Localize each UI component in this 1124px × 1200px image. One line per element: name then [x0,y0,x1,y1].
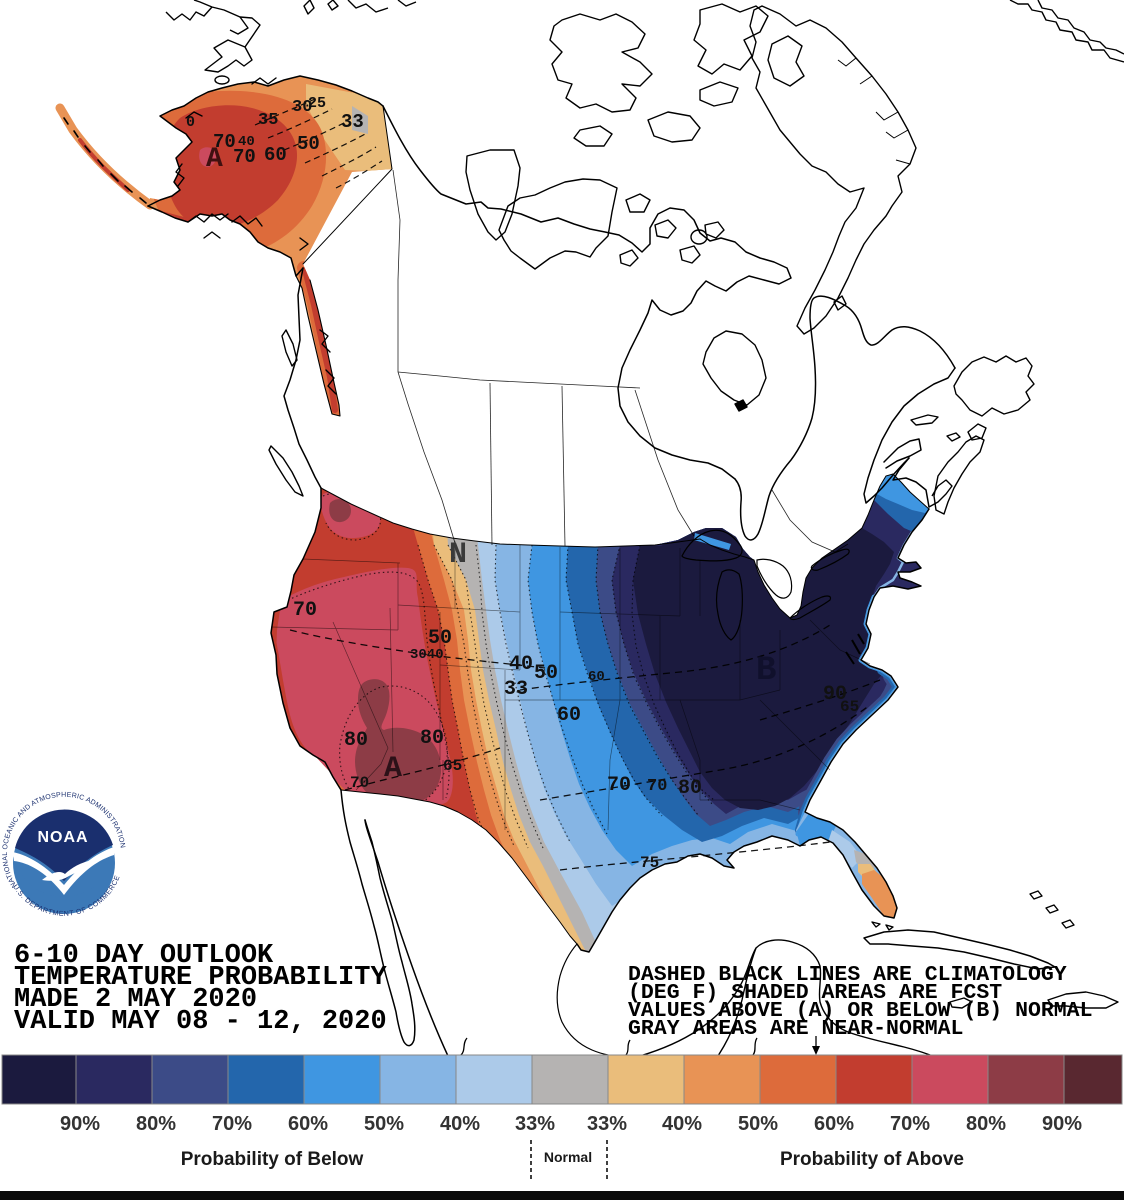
svg-text:A: A [206,144,223,175]
svg-text:A: A [384,752,402,786]
svg-text:VALID MAY 08 - 12, 2020: VALID MAY 08 - 12, 2020 [14,1007,387,1037]
svg-text:0: 0 [186,114,195,131]
svg-text:70%: 70% [212,1113,252,1135]
svg-text:50: 50 [428,627,452,650]
svg-text:60: 60 [557,704,581,727]
svg-text:65: 65 [443,757,462,775]
svg-text:90: 90 [823,683,847,706]
svg-text:90%: 90% [60,1113,100,1135]
svg-text:Probability of Above: Probability of Above [780,1149,964,1170]
svg-text:70: 70 [213,131,236,153]
svg-text:30: 30 [292,98,312,117]
svg-text:70: 70 [350,774,369,792]
svg-text:NOAA: NOAA [37,829,88,846]
svg-text:70: 70 [647,777,667,796]
svg-text:DASHED BLACK LINES ARE CLIMATO: DASHED BLACK LINES ARE CLIMATOLOGY [628,963,1067,987]
svg-text:N: N [449,538,467,572]
svg-text:33%: 33% [515,1113,555,1135]
svg-text:80: 80 [420,727,444,750]
svg-text:60: 60 [588,669,605,685]
svg-text:MADE 2 MAY 2020: MADE 2 MAY 2020 [14,985,257,1015]
svg-text:80%: 80% [966,1113,1006,1135]
svg-text:(DEG F) SHADED AREAS ARE FCST: (DEG F) SHADED AREAS ARE FCST [628,981,1002,1005]
svg-text:25: 25 [308,95,326,112]
svg-text:33: 33 [341,111,364,133]
svg-text:6-10 DAY OUTLOOK: 6-10 DAY OUTLOOK [14,941,274,971]
svg-text:VALUES ABOVE (A) OR BELOW (B): VALUES ABOVE (A) OR BELOW (B) NORMAL [628,999,1092,1023]
svg-text:60: 60 [264,144,287,166]
svg-text:Probability of Below: Probability of Below [181,1149,364,1170]
svg-text:40%: 40% [662,1113,702,1135]
svg-text:B: B [756,652,776,690]
svg-text:80: 80 [678,777,702,800]
svg-text:40: 40 [238,134,255,150]
svg-text:35: 35 [258,111,278,130]
svg-text:80%: 80% [136,1113,176,1135]
svg-text:80: 80 [344,729,368,752]
svg-text:GRAY AREAS ARE NEAR-NORMAL: GRAY AREAS ARE NEAR-NORMAL [628,1017,963,1041]
svg-text:70: 70 [293,599,317,622]
svg-text:TEMPERATURE PROBABILITY: TEMPERATURE PROBABILITY [14,963,387,993]
svg-text:70: 70 [607,774,631,797]
svg-text:40: 40 [509,653,533,676]
svg-text:60%: 60% [288,1113,328,1135]
svg-text:65: 65 [840,698,859,716]
svg-text:40%: 40% [440,1113,480,1135]
svg-text:60%: 60% [814,1113,854,1135]
svg-text:Normal: Normal [544,1149,592,1165]
svg-text:50: 50 [297,133,320,155]
svg-text:50%: 50% [738,1113,778,1135]
svg-text:70%: 70% [890,1113,930,1135]
svg-text:3040: 3040 [410,647,444,663]
svg-text:75: 75 [640,854,659,872]
svg-text:33%: 33% [587,1113,627,1135]
svg-text:90%: 90% [1042,1113,1082,1135]
svg-text:33: 33 [504,678,528,701]
svg-text:50%: 50% [364,1113,404,1135]
svg-text:50: 50 [534,662,558,685]
svg-text:70: 70 [233,146,256,168]
